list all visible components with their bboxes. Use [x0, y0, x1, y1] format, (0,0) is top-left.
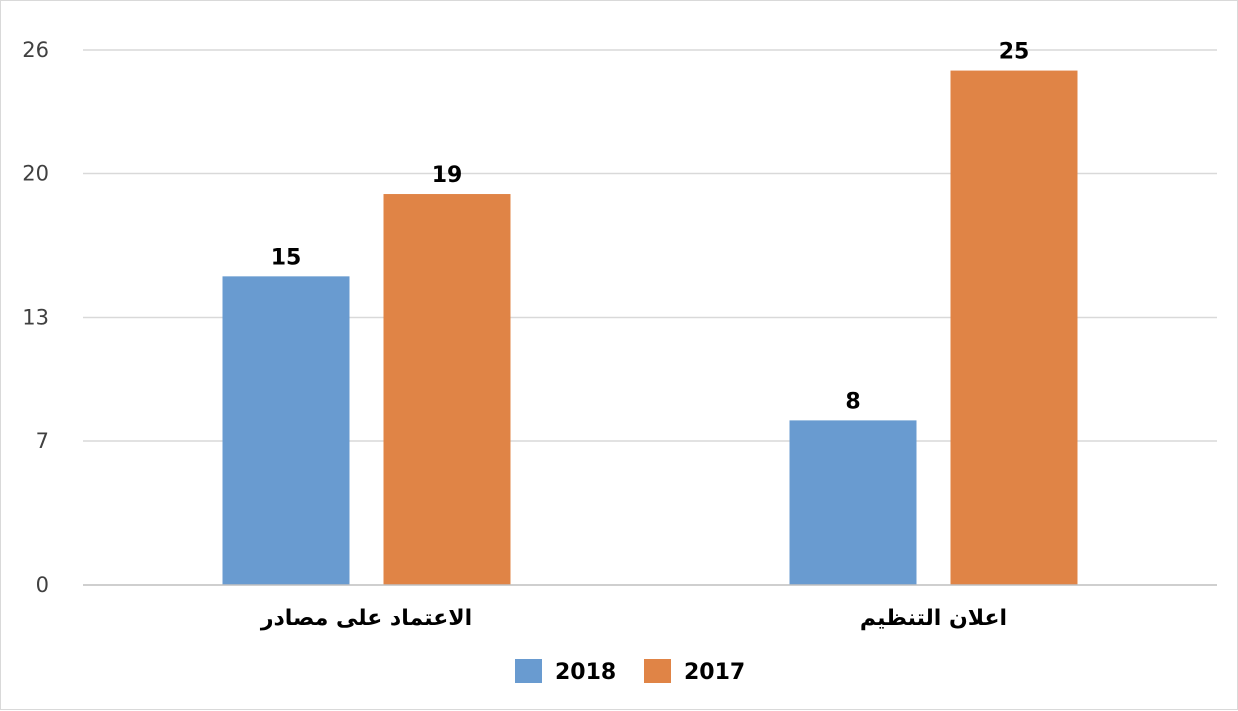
- legend: 2018 2017: [515, 659, 745, 685]
- y-tick-label: 26: [22, 38, 49, 62]
- y-tick-label: 0: [36, 573, 49, 597]
- bar: [950, 70, 1078, 586]
- legend-swatch: [515, 659, 542, 683]
- axes: 0 7 13 20 26 الاعتماد على مصادر اعلان التنظيم: [22, 38, 1217, 631]
- category-label: اعلان التنظيم: [860, 606, 1007, 631]
- data-label: 8: [845, 389, 860, 414]
- bar: [383, 194, 511, 586]
- y-tick-label: 7: [36, 429, 49, 453]
- category-label: الاعتماد على مصادر: [260, 606, 472, 631]
- bar: [222, 276, 350, 585]
- data-labels: 15 19 8 25: [271, 40, 1030, 415]
- data-label: 15: [271, 245, 302, 270]
- bars: [222, 70, 1078, 586]
- legend-swatch: [644, 659, 671, 683]
- data-label: 25: [999, 40, 1030, 65]
- y-tick-label: 13: [22, 306, 49, 330]
- legend-label: 2017: [684, 660, 745, 685]
- bar: [789, 420, 917, 585]
- y-tick-label: 20: [22, 161, 49, 185]
- legend-label: 2018: [555, 660, 616, 685]
- data-label: 19: [432, 163, 463, 188]
